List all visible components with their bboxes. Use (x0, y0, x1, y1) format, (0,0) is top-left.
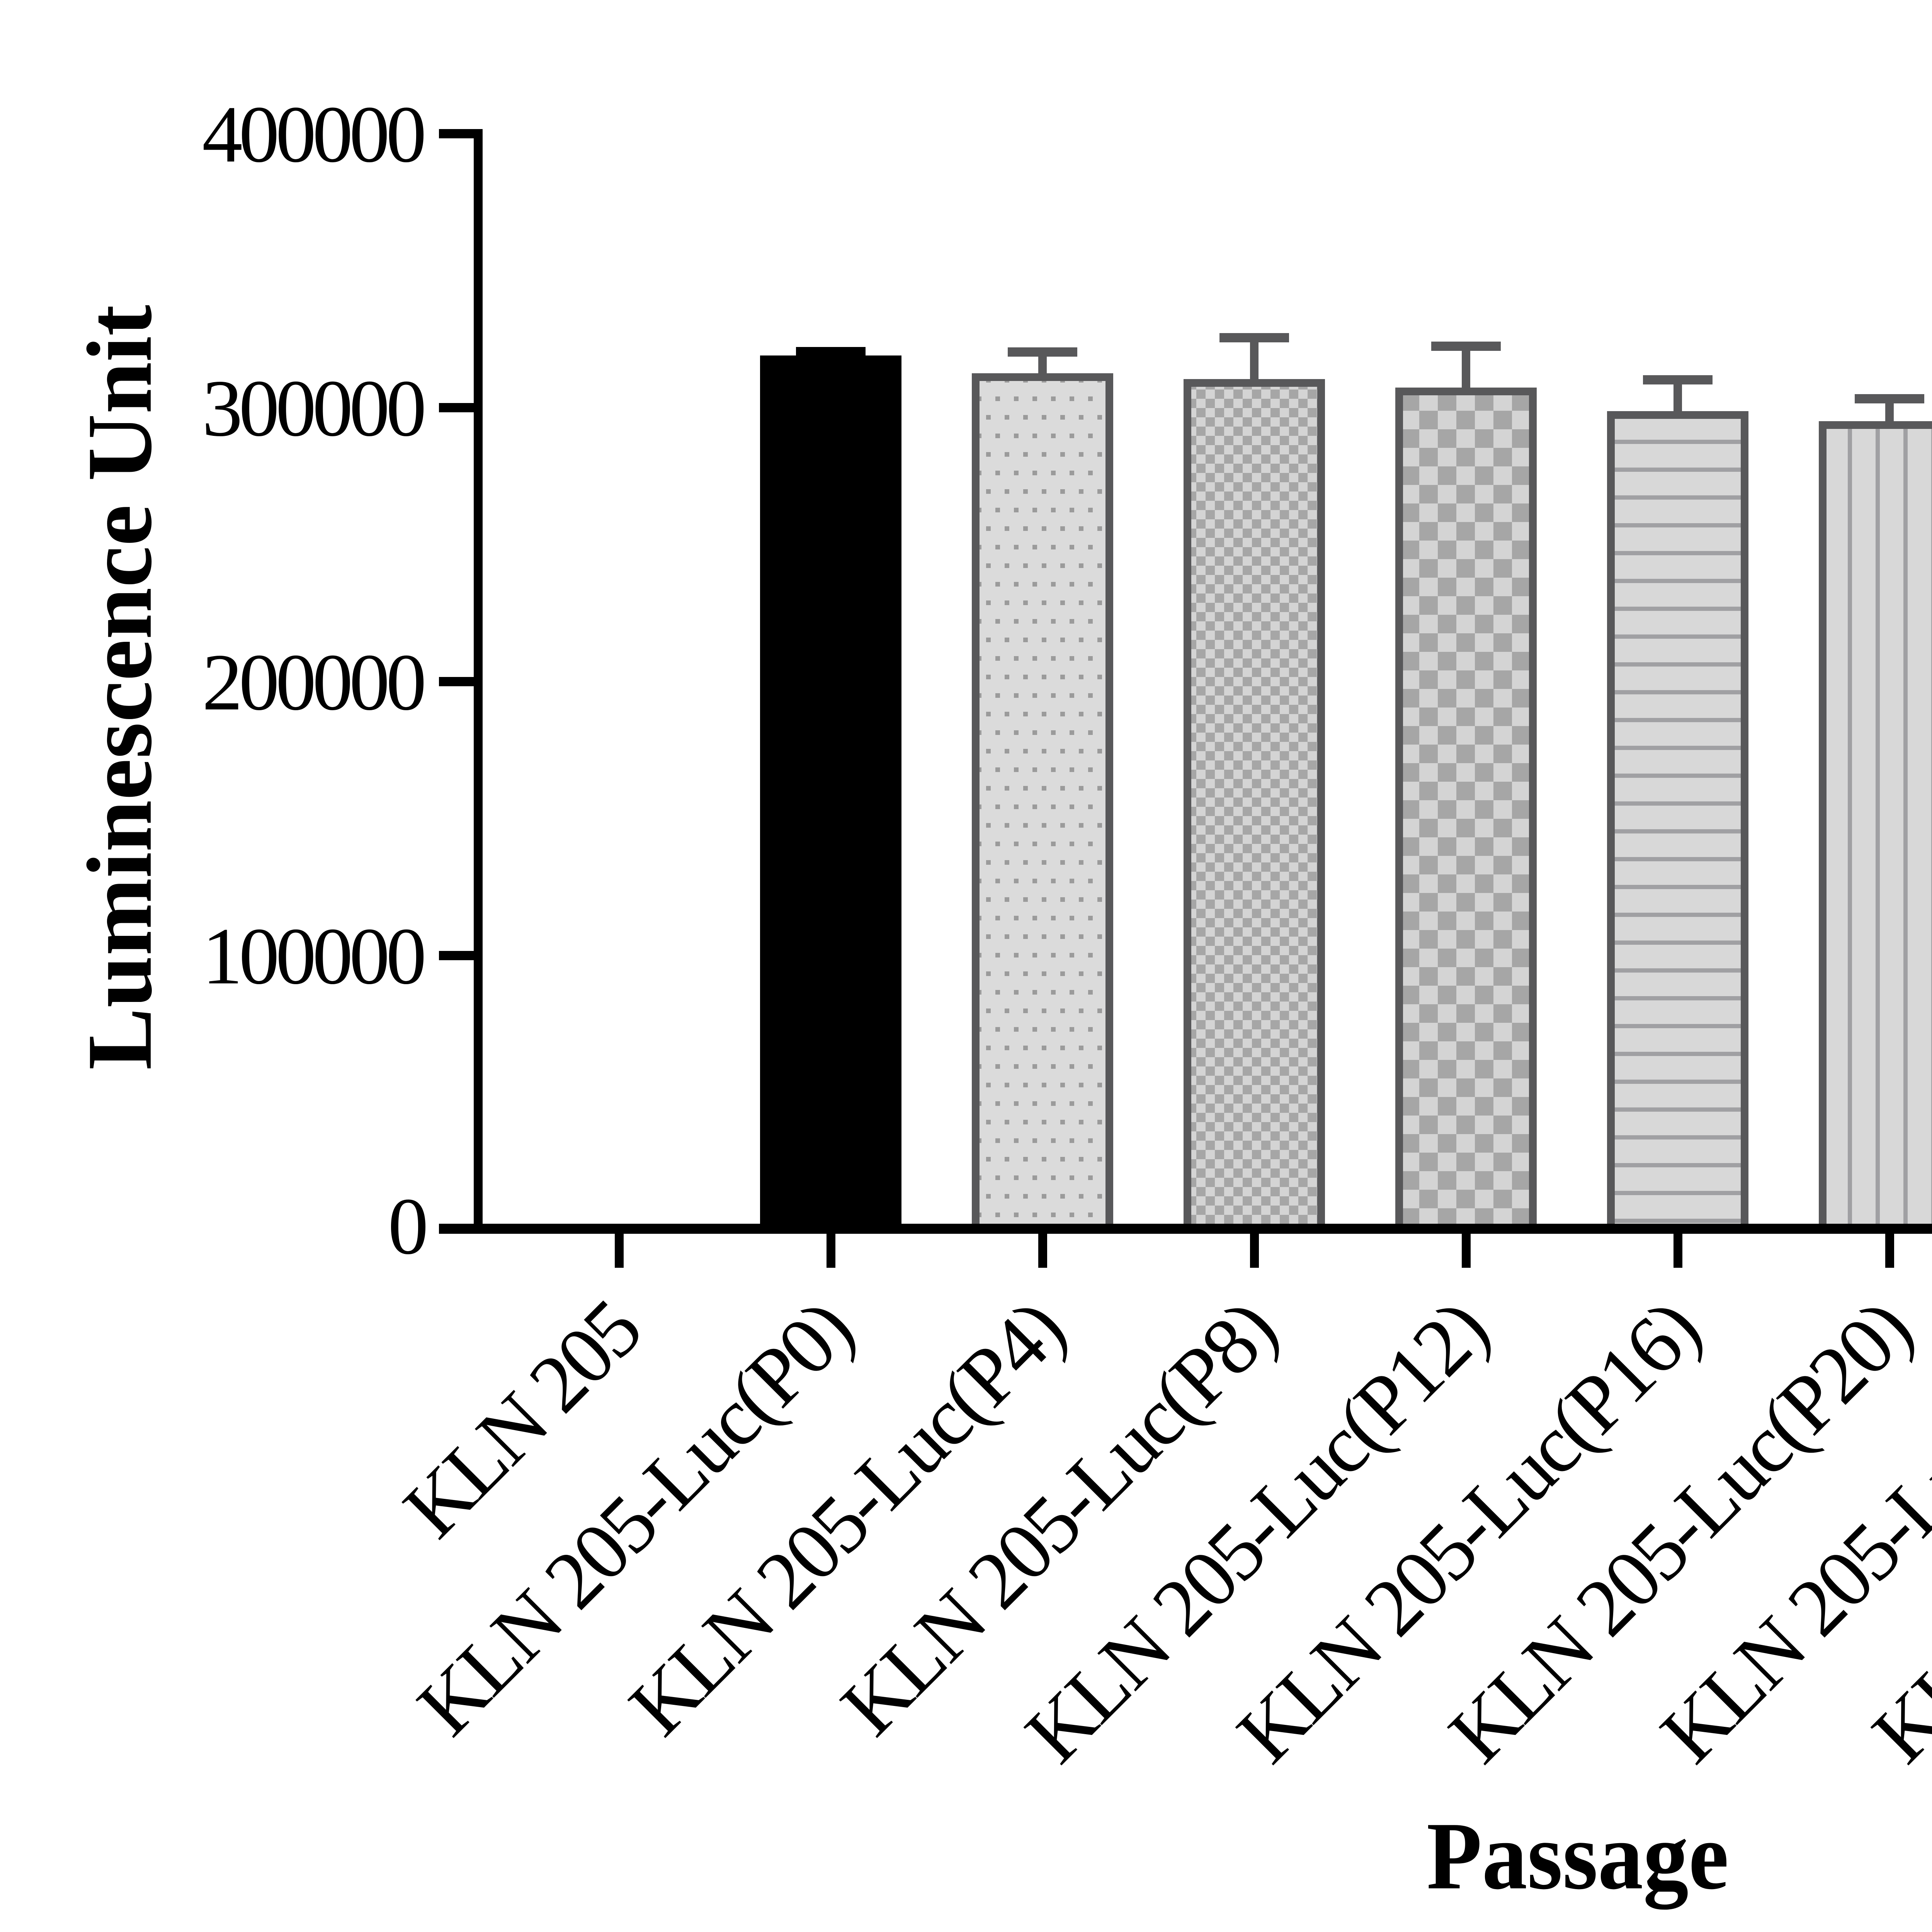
svg-text:400000: 400000 (202, 90, 427, 179)
svg-text:Passage: Passage (1427, 1803, 1729, 1910)
svg-text:300000: 300000 (202, 364, 427, 453)
svg-text:0: 0 (388, 1182, 429, 1271)
svg-text:200000: 200000 (202, 638, 427, 727)
svg-text:Luminescence Unit: Luminescence Unit (68, 305, 171, 1070)
svg-text:100000: 100000 (202, 912, 427, 1001)
